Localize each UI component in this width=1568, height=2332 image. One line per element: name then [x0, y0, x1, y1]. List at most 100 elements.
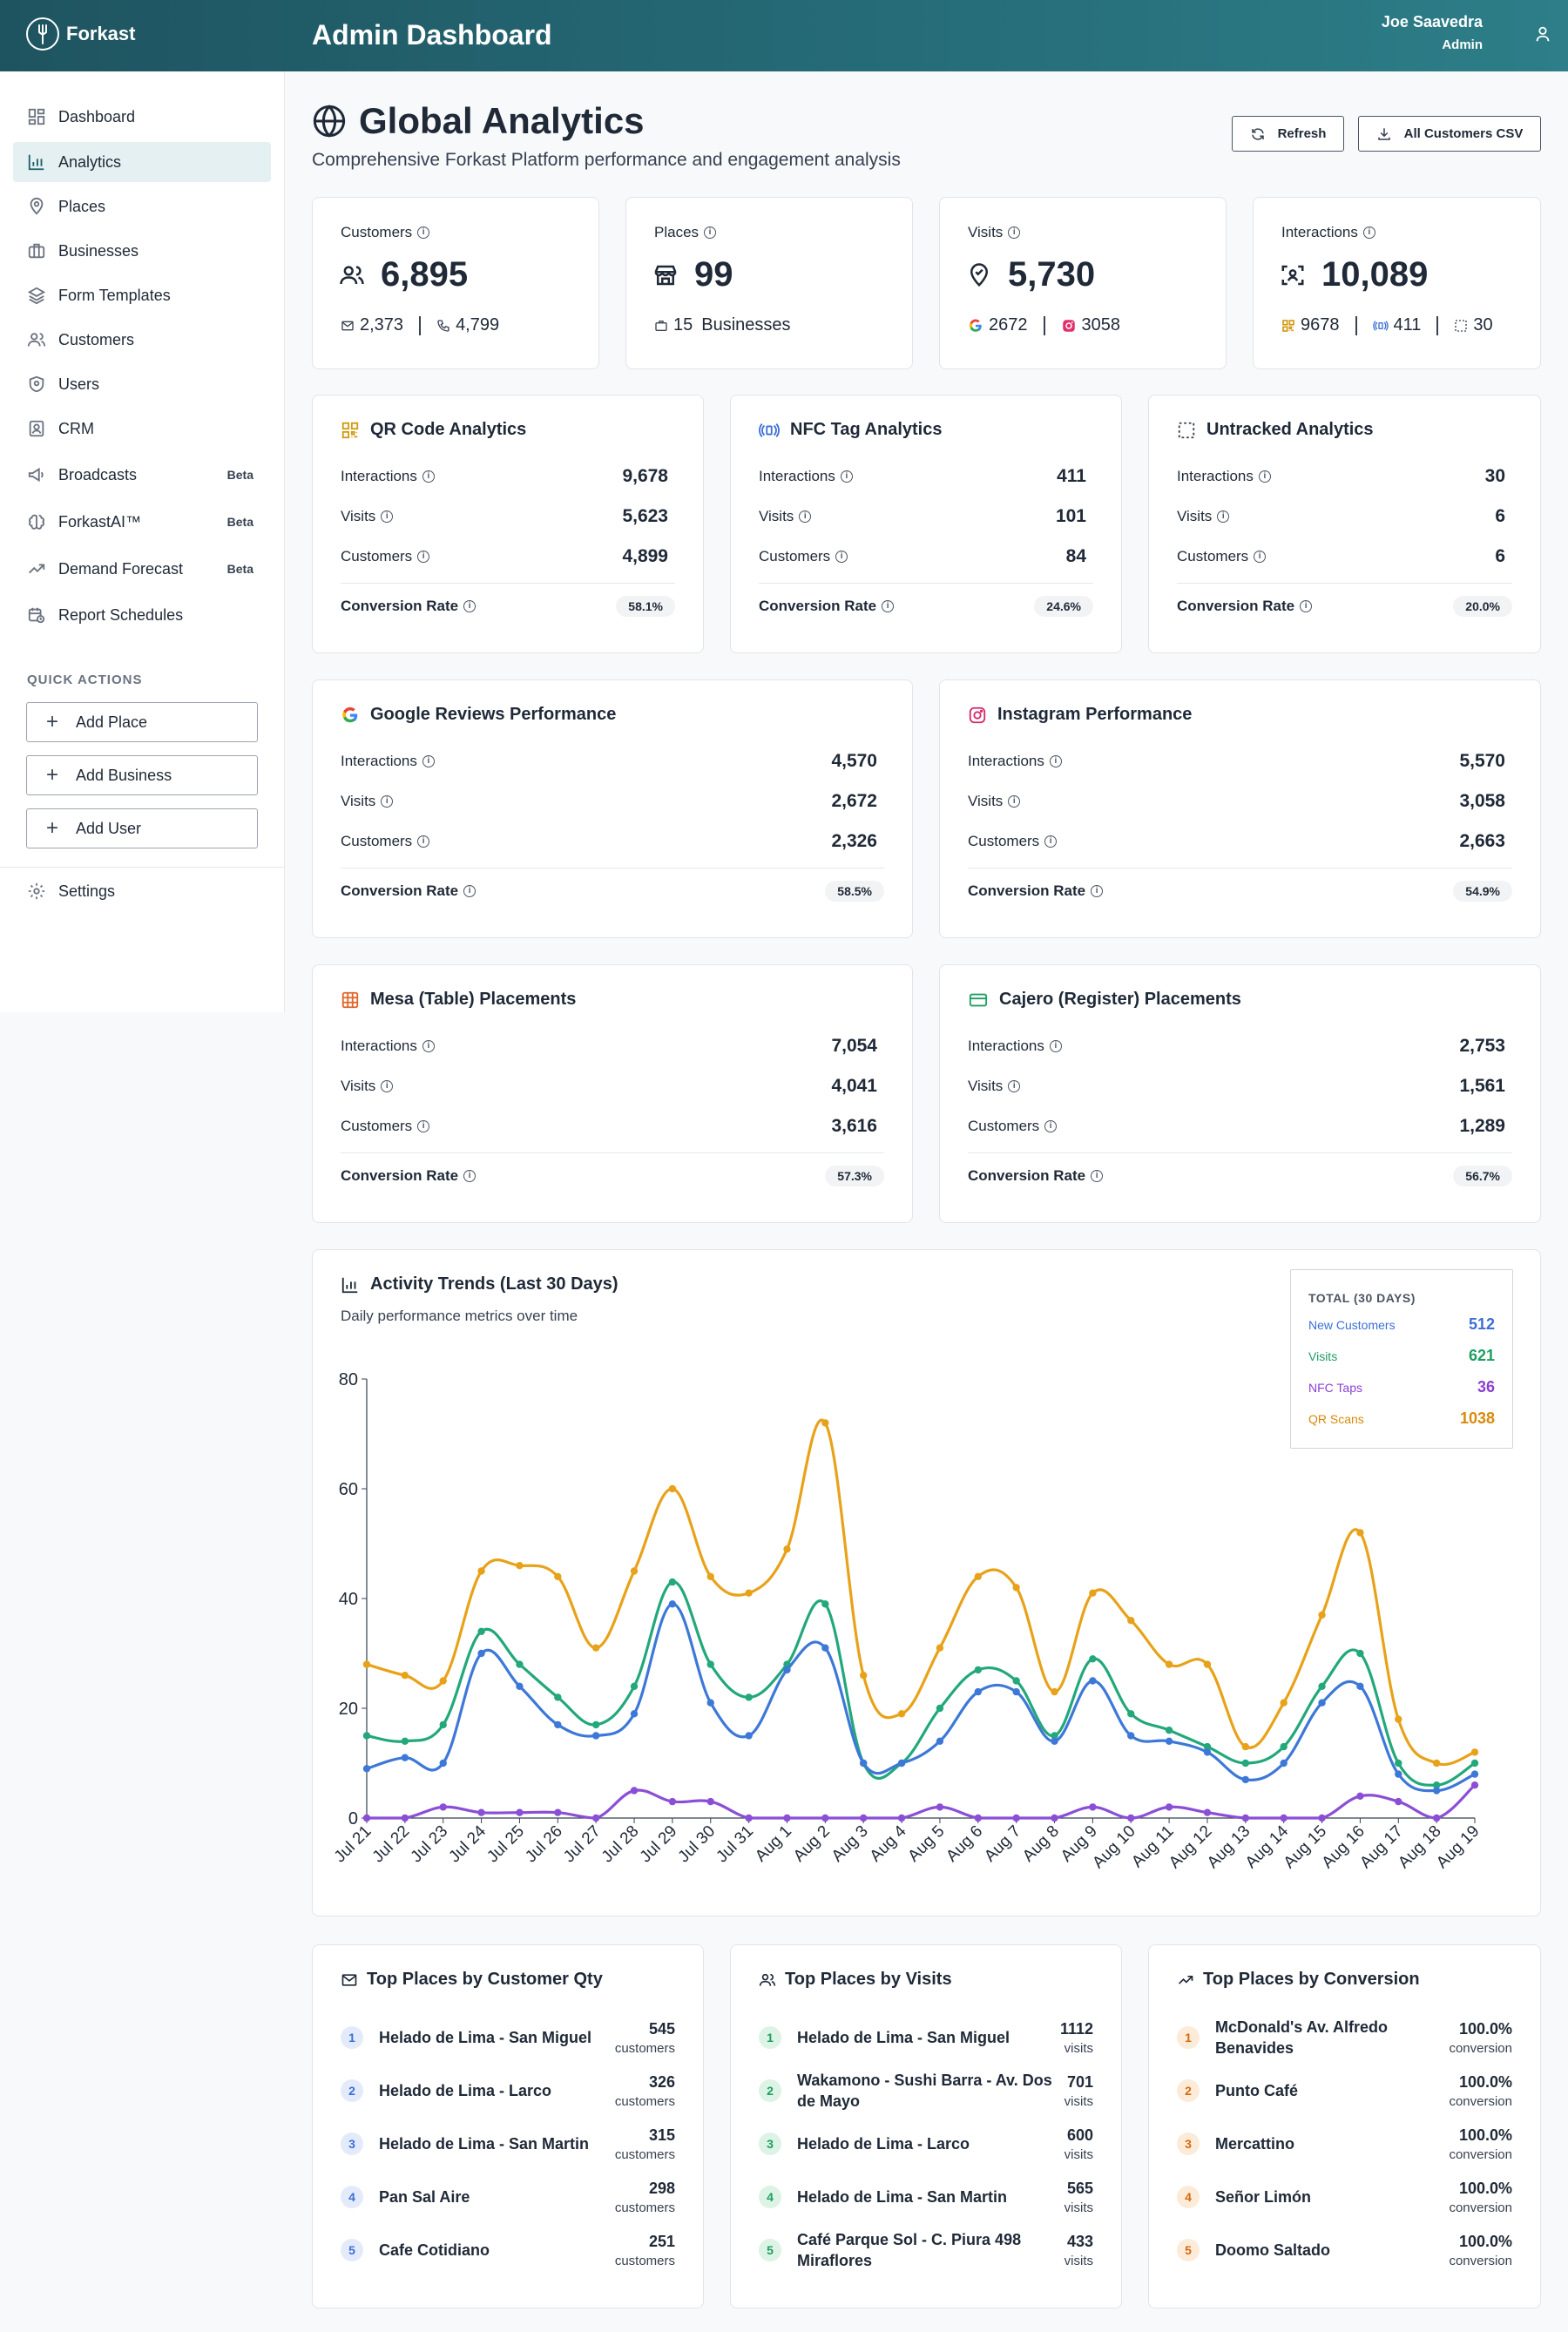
data-point-new-customers[interactable]: [1432, 1787, 1441, 1795]
data-point-new-customers[interactable]: [1127, 1732, 1135, 1740]
info-icon[interactable]: i: [422, 1040, 435, 1052]
info-icon[interactable]: i: [1091, 885, 1104, 897]
data-point-visits[interactable]: [1395, 1759, 1402, 1768]
sidebar-item-analytics[interactable]: Analytics: [13, 142, 271, 182]
info-icon[interactable]: i: [463, 1170, 476, 1182]
info-icon[interactable]: i: [1258, 470, 1271, 483]
data-point-visits[interactable]: [1470, 1759, 1479, 1768]
data-point-visits[interactable]: [1127, 1710, 1135, 1718]
list-item[interactable]: 3 Mercattino 100.0% conversion: [1177, 2118, 1512, 2170]
info-icon[interactable]: i: [1008, 226, 1021, 239]
data-point-new-customers[interactable]: [477, 1649, 485, 1658]
data-point-visits[interactable]: [1051, 1732, 1058, 1740]
sidebar-item-crm[interactable]: CRM: [13, 409, 271, 449]
data-point-qr-scans[interactable]: [630, 1567, 639, 1575]
data-point-qr-scans[interactable]: [1051, 1687, 1058, 1696]
data-point-visits[interactable]: [821, 1600, 829, 1608]
data-point-nfc-taps[interactable]: [477, 1808, 485, 1816]
data-point-qr-scans[interactable]: [1127, 1617, 1135, 1625]
info-icon[interactable]: i: [1217, 510, 1230, 523]
list-item[interactable]: 4 Helado de Lima - San Martin 565 visits: [759, 2171, 1093, 2223]
data-point-nfc-taps[interactable]: [936, 1803, 944, 1811]
data-point-qr-scans[interactable]: [1356, 1529, 1364, 1537]
data-point-qr-scans[interactable]: [860, 1672, 868, 1680]
sidebar-item-users[interactable]: Users: [13, 364, 271, 404]
info-icon[interactable]: i: [704, 226, 717, 239]
data-point-nfc-taps[interactable]: [1012, 1814, 1020, 1822]
data-point-new-customers[interactable]: [401, 1754, 409, 1761]
data-point-new-customers[interactable]: [1165, 1737, 1173, 1745]
info-icon[interactable]: i: [381, 1080, 394, 1092]
info-icon[interactable]: i: [1008, 795, 1021, 808]
data-point-new-customers[interactable]: [1395, 1770, 1402, 1778]
data-point-nfc-taps[interactable]: [860, 1814, 868, 1822]
list-item[interactable]: 4 Señor Limón 100.0% conversion: [1177, 2171, 1512, 2223]
data-point-visits[interactable]: [1280, 1742, 1288, 1751]
add-user-button[interactable]: + Add User: [26, 808, 258, 848]
data-point-visits[interactable]: [362, 1732, 371, 1740]
data-point-new-customers[interactable]: [1203, 1748, 1212, 1756]
info-icon[interactable]: i: [381, 510, 394, 523]
data-point-visits[interactable]: [1165, 1727, 1173, 1734]
data-point-new-customers[interactable]: [783, 1666, 791, 1674]
info-icon[interactable]: i: [1049, 1040, 1062, 1052]
data-point-nfc-taps[interactable]: [1280, 1814, 1288, 1822]
sidebar-item-report-schedules[interactable]: Report Schedules: [13, 595, 271, 635]
app-logo[interactable]: Forkast: [26, 17, 135, 51]
user-icon[interactable]: [1533, 24, 1552, 48]
sidebar-item-customers[interactable]: Customers: [13, 320, 271, 360]
series-line-new-customers[interactable]: [366, 1602, 1476, 1793]
data-point-qr-scans[interactable]: [1432, 1759, 1441, 1768]
data-point-nfc-taps[interactable]: [591, 1814, 600, 1822]
data-point-nfc-taps[interactable]: [1241, 1814, 1250, 1822]
list-item[interactable]: 1 Helado de Lima - San Miguel 545 customers: [341, 2011, 675, 2064]
info-icon[interactable]: i: [417, 1120, 430, 1132]
info-icon[interactable]: i: [1044, 1120, 1058, 1132]
info-icon[interactable]: i: [417, 226, 430, 239]
list-item[interactable]: 5 Cafe Cotidiano 251 customers: [341, 2224, 675, 2276]
data-point-visits[interactable]: [706, 1660, 714, 1668]
info-icon[interactable]: i: [381, 795, 394, 808]
data-point-new-customers[interactable]: [1280, 1759, 1288, 1768]
info-icon[interactable]: i: [1091, 1170, 1104, 1182]
data-point-qr-scans[interactable]: [477, 1567, 485, 1575]
info-icon[interactable]: i: [417, 551, 430, 563]
data-point-nfc-taps[interactable]: [1356, 1792, 1364, 1800]
data-point-qr-scans[interactable]: [668, 1484, 677, 1493]
data-point-nfc-taps[interactable]: [401, 1814, 409, 1822]
data-point-qr-scans[interactable]: [1470, 1748, 1479, 1756]
csv-download-button[interactable]: All Customers CSV: [1358, 116, 1541, 152]
data-point-nfc-taps[interactable]: [1432, 1814, 1441, 1822]
list-item[interactable]: 2 Wakamono - Sushi Barra - Av. Dos de May…: [759, 2065, 1093, 2117]
data-point-nfc-taps[interactable]: [1051, 1814, 1058, 1822]
data-point-new-customers[interactable]: [706, 1699, 714, 1707]
data-point-qr-scans[interactable]: [706, 1572, 714, 1580]
data-point-new-customers[interactable]: [1470, 1770, 1479, 1778]
info-icon[interactable]: i: [463, 600, 476, 612]
data-point-visits[interactable]: [401, 1737, 409, 1745]
list-item[interactable]: 5 Doomo Saltado 100.0% conversion: [1177, 2224, 1512, 2276]
sidebar-item-places[interactable]: Places: [13, 186, 271, 226]
data-point-new-customers[interactable]: [936, 1737, 944, 1745]
data-point-nfc-taps[interactable]: [821, 1814, 829, 1822]
data-point-new-customers[interactable]: [821, 1644, 829, 1652]
data-point-nfc-taps[interactable]: [974, 1814, 982, 1822]
data-point-qr-scans[interactable]: [821, 1419, 829, 1427]
info-icon[interactable]: i: [463, 885, 476, 897]
data-point-visits[interactable]: [668, 1578, 677, 1586]
sidebar-item-settings[interactable]: Settings: [27, 882, 115, 901]
data-point-nfc-taps[interactable]: [897, 1814, 906, 1822]
data-point-new-customers[interactable]: [745, 1732, 753, 1740]
series-line-nfc-taps[interactable]: [367, 1783, 1477, 1820]
data-point-visits[interactable]: [936, 1704, 944, 1713]
data-point-qr-scans[interactable]: [1395, 1715, 1402, 1723]
list-item[interactable]: 2 Helado de Lima - Larco 326 customers: [341, 2065, 675, 2117]
data-point-nfc-taps[interactable]: [1318, 1814, 1326, 1822]
data-point-visits[interactable]: [1432, 1781, 1441, 1789]
list-item[interactable]: 1 Helado de Lima - San Miguel 1112 visits: [759, 2011, 1093, 2064]
data-point-nfc-taps[interactable]: [1203, 1808, 1212, 1816]
add-place-button[interactable]: + Add Place: [26, 702, 258, 742]
data-point-visits[interactable]: [516, 1660, 524, 1668]
list-item[interactable]: 4 Pan Sal Aire 298 customers: [341, 2171, 675, 2223]
